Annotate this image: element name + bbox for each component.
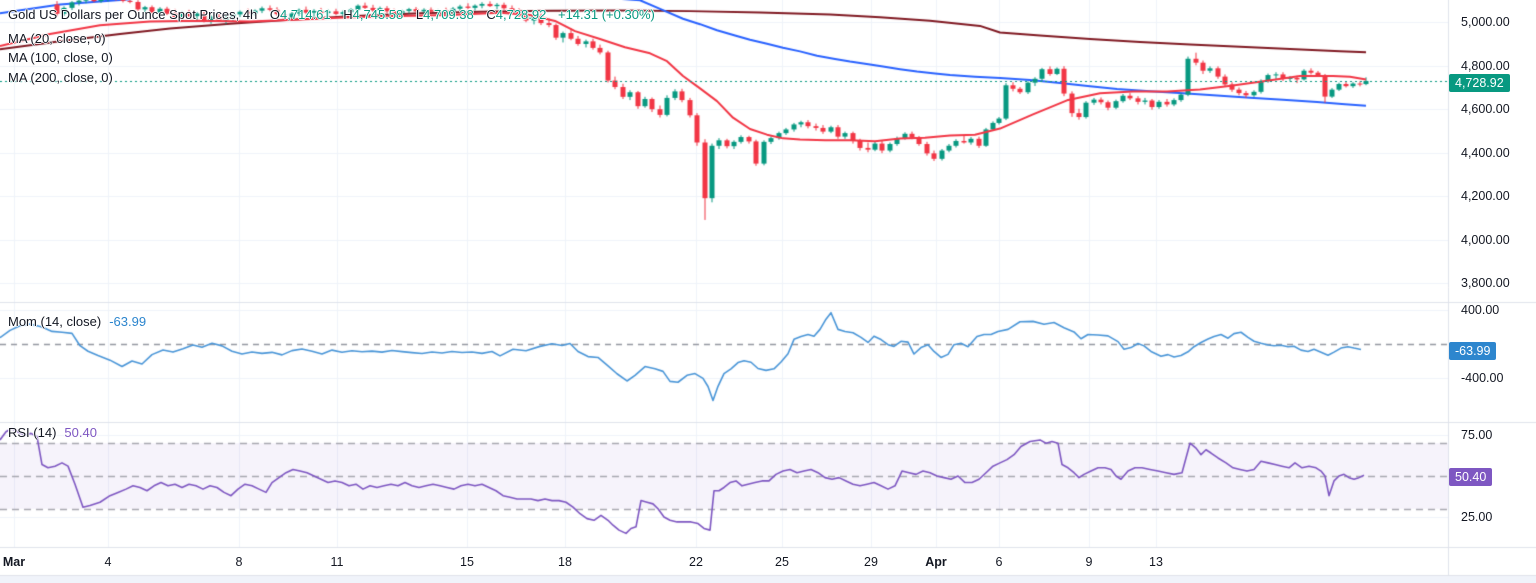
axis-tick-label: 400.00 [1461, 303, 1500, 317]
legend-ma200[interactable]: MA (200, close, 0) [8, 70, 113, 85]
time-axis-label: 29 [864, 555, 878, 569]
time-axis-label: 15 [460, 555, 474, 569]
ohlc-close-value: 4,728.92 [495, 7, 547, 22]
legend-ma20[interactable]: MA (20, close, 0) [8, 31, 106, 46]
legend-momentum[interactable]: Mom (14, close) -63.99 [8, 314, 146, 329]
rsi-badge: 50.40 [1449, 468, 1493, 486]
ohlc-high-label: H [343, 7, 353, 22]
price-badge: 4,728.92 [1449, 74, 1510, 92]
time-axis-label: 25 [775, 555, 789, 569]
ma100-label: MA (100, close, 0) [8, 50, 113, 65]
time-axis-label: 4 [104, 555, 112, 569]
axis-tick-label: 25.00 [1461, 510, 1493, 524]
legend-rsi[interactable]: RSI (14) 50.40 [8, 425, 97, 440]
legend-ma100[interactable]: MA (100, close, 0) [8, 50, 113, 65]
time-axis-label: Mar [2, 555, 26, 569]
time-axis-label: 9 [1085, 555, 1093, 569]
axis-tick-label: 5,000.00 [1461, 15, 1510, 29]
price-axis[interactable]: 5,000.00 4,800.00 4,600.00 4,400.00 4,200.00… [1449, 0, 1536, 575]
ohlc-low-value: 4,709.38 [423, 7, 474, 22]
ohlc-low-label: L [415, 7, 424, 22]
time-axis-label: 11 [330, 555, 344, 569]
momentum-label: Mom (14, close) [8, 314, 102, 329]
chart-title: Gold US Dollars per Ounce Spot Prices, 4… [8, 7, 258, 22]
axis-tick-label: -400.00 [1461, 371, 1504, 385]
time-axis-label: Apr [925, 555, 947, 569]
time-axis[interactable]: Mar 4 8 11 15 18 22 25 29 Apr 6 9 13 [0, 548, 1536, 575]
momentum-value: -63.99 [109, 314, 147, 329]
ohlc-high-value: 4,745.58 [352, 7, 404, 22]
ohlc-change-value: +14.31 (+0.30%) [557, 7, 655, 22]
ohlc-close-label: C [486, 7, 496, 22]
rsi-value: 50.40 [64, 425, 97, 440]
time-axis-label: 8 [235, 555, 243, 569]
time-axis-label: 18 [558, 555, 572, 569]
time-axis-label: 6 [995, 555, 1003, 569]
ohlc-open-value: 4,714.61 [280, 7, 331, 22]
axis-tick-label: 4,200.00 [1461, 189, 1510, 203]
rsi-label: RSI (14) [8, 425, 57, 440]
ohlc-open-label: O [269, 7, 281, 22]
axis-tick-label: 4,000.00 [1461, 233, 1510, 247]
axis-tick-label: 4,400.00 [1461, 146, 1510, 160]
axis-tick-label: 3,800.00 [1461, 276, 1510, 290]
time-axis-label: 22 [689, 555, 703, 569]
momentum-badge: -63.99 [1449, 342, 1497, 360]
ma200-label: MA (200, close, 0) [8, 70, 113, 85]
axis-tick-label: 4,600.00 [1461, 102, 1510, 116]
ma20-label: MA (20, close, 0) [8, 31, 106, 46]
legend-main[interactable]: Gold US Dollars per Ounce Spot Prices, 4… [8, 7, 655, 22]
time-axis-label: 13 [1149, 555, 1163, 569]
axis-tick-label: 75.00 [1461, 428, 1493, 442]
axis-tick-label: 4,800.00 [1461, 59, 1510, 73]
